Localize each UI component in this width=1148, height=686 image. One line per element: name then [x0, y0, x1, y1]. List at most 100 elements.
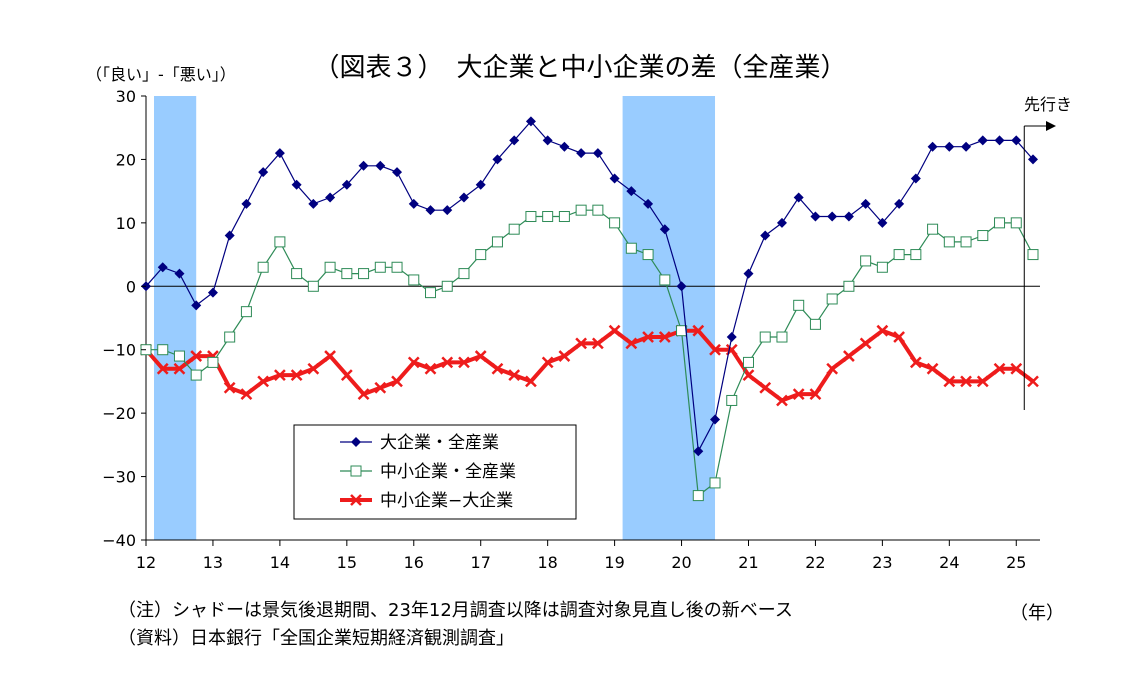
data-point	[157, 262, 168, 273]
data-point	[357, 388, 370, 400]
data-point	[375, 160, 386, 171]
data-point	[341, 268, 353, 280]
data-point	[241, 198, 252, 209]
data-point	[576, 148, 587, 159]
data-point	[843, 211, 854, 222]
data-point	[793, 192, 804, 203]
data-point	[726, 394, 738, 406]
data-point	[1011, 135, 1022, 146]
data-point	[156, 362, 169, 375]
data-point	[408, 274, 420, 286]
series-1	[141, 116, 1038, 457]
data-point	[1010, 362, 1023, 375]
data-point	[474, 350, 487, 362]
data-point	[910, 173, 921, 184]
data-point	[223, 381, 236, 394]
data-point	[324, 350, 336, 362]
recession-shading	[154, 96, 716, 540]
x-tick-label: 14	[270, 553, 290, 572]
data-point	[909, 356, 922, 369]
x-axis: 12 13 14 15 16 17 18 19 20 21 22 23 24 25	[136, 540, 1026, 572]
data-point	[742, 356, 754, 368]
x-tick-label: 25	[1006, 553, 1026, 572]
data-point	[977, 135, 988, 146]
data-point	[709, 343, 721, 356]
data-point	[1027, 375, 1039, 388]
data-point	[626, 186, 637, 197]
data-point	[274, 236, 286, 248]
data-point	[676, 325, 688, 337]
data-point	[442, 205, 453, 216]
chart-title: （図表３） 大企業と中小企業の差（全産業）	[313, 53, 846, 83]
data-point	[994, 217, 1006, 229]
data-point	[307, 280, 319, 292]
data-point	[826, 362, 839, 375]
data-point	[927, 141, 938, 152]
data-point	[759, 331, 771, 343]
data-point	[659, 274, 671, 286]
legend-box	[293, 424, 577, 520]
data-point	[407, 356, 420, 369]
data-point	[810, 211, 821, 222]
data-point	[893, 331, 905, 343]
y-tick-label: 30	[116, 87, 136, 106]
data-point	[1028, 154, 1038, 165]
x-tick-label: 20	[671, 553, 691, 572]
data-point	[509, 135, 520, 146]
data-point	[1027, 249, 1039, 261]
legend-item-1: 大企業・全産業	[340, 433, 499, 453]
data-point	[558, 211, 570, 223]
data-point	[341, 179, 352, 190]
data-point	[157, 344, 169, 356]
data-point	[827, 211, 838, 222]
data-point	[642, 249, 654, 261]
forecast-arrowhead	[1046, 121, 1056, 131]
data-point	[793, 299, 805, 311]
y-tick-label: −20	[102, 404, 136, 423]
data-point	[876, 261, 888, 273]
data-point	[592, 148, 603, 159]
x-tick-label: 13	[203, 553, 223, 572]
data-point	[860, 198, 871, 209]
data-point	[926, 362, 939, 375]
series-line	[144, 328, 1035, 403]
data-point	[441, 280, 453, 292]
forecast-indicator: 先行き	[1023, 95, 1072, 410]
data-point	[591, 337, 604, 350]
data-point	[692, 324, 705, 337]
data-point	[642, 331, 654, 343]
data-point	[994, 135, 1005, 146]
data-point	[174, 268, 185, 279]
y-tick-label: 20	[116, 150, 136, 169]
y-axis-label: （「良い」-「悪い」）	[86, 65, 236, 84]
data-point	[592, 204, 604, 216]
data-point	[809, 388, 822, 400]
data-point	[693, 446, 704, 457]
x-tick-label: 24	[939, 553, 959, 572]
data-point	[441, 356, 454, 369]
data-point	[374, 381, 387, 394]
data-point	[324, 261, 336, 273]
data-point	[542, 211, 554, 223]
data-point	[424, 362, 437, 375]
data-point	[491, 236, 503, 248]
series-3	[140, 324, 1039, 407]
data-point	[658, 331, 671, 343]
series-2	[140, 204, 1039, 502]
data-point	[843, 280, 855, 292]
data-point	[709, 477, 721, 489]
data-point	[759, 381, 772, 394]
data-point	[274, 369, 286, 381]
data-point	[609, 173, 620, 184]
data-point	[525, 116, 536, 127]
data-point	[224, 230, 235, 241]
data-point	[776, 394, 788, 407]
data-point	[743, 268, 754, 279]
y-tick-label: −10	[102, 341, 136, 360]
data-point	[190, 369, 202, 381]
plot-frame	[145, 96, 1040, 541]
shade-period-2	[622, 96, 716, 540]
data-point	[910, 249, 922, 261]
